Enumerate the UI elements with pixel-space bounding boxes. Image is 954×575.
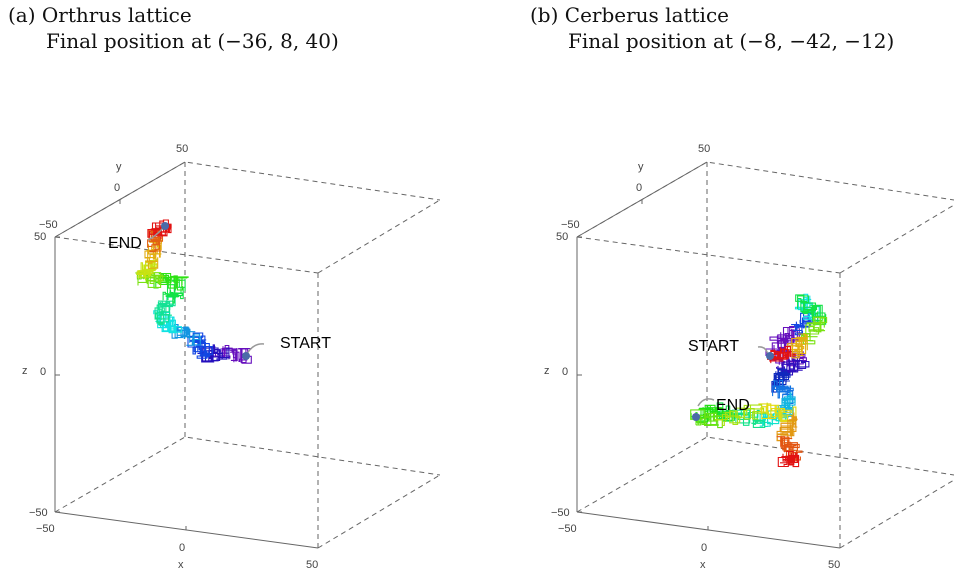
walk-segment [728,409,766,428]
y-tick-top: 50 [176,143,188,155]
x-axis-label: x [700,559,706,571]
caption-a-title: (a) Orthrus lattice [8,3,192,27]
box-edge-front-top [54,236,319,274]
axis-labels: y z x [544,161,706,571]
plot-cerberus-lattice: 50 0 −50 50 0 −50 −50 0 50 y z x END STA… [544,143,954,571]
walk-segment [795,294,827,326]
x-tick-left: −50 [36,523,55,535]
walk-segment [766,346,796,364]
walk-segment [153,310,182,334]
walk-segment [786,333,808,359]
y-axis-line [54,161,186,238]
y-axis-line [576,161,708,238]
x-tick-mid: 0 [179,542,185,554]
x-axis-label: x [178,559,184,571]
x-tick-left: −50 [558,523,577,535]
box-edge-back-bottom [54,436,440,513]
walk-segment [772,379,794,404]
walk-segment [690,409,729,429]
walk-segment [714,402,768,427]
y-tick-top: 50 [698,143,710,155]
box-edge-front-top [576,236,841,274]
walk-segment [162,279,186,304]
z-tick-top: 50 [556,231,568,243]
box-edge-back-top [576,161,954,238]
start-point-marker [242,352,250,360]
z-tick-bot: −50 [551,507,570,519]
start-label: START [280,335,331,352]
caption-b-title: (b) Cerberus lattice [530,3,729,27]
walk-segment [777,450,800,468]
end-point-marker [161,222,169,230]
x-tick-right: 50 [306,559,318,571]
plot-orthrus-lattice: 50 0 −50 50 0 −50 −50 0 50 y z x END STA… [22,143,440,571]
bounding-box [54,161,440,549]
caption-b: (b) Cerberus lattice Final position at (… [530,2,894,54]
random-walk-path [135,219,252,364]
walk-segment [153,272,189,291]
y-tick-mid: 0 [636,182,642,194]
end-leader-line [697,398,715,407]
box-edge-back-top [54,161,440,238]
box-edge-top-right [317,199,440,274]
start-point-marker [766,352,774,360]
tick-labels: 50 0 −50 50 0 −50 −50 0 50 [551,143,840,571]
walk-segment [776,412,798,445]
z-tick-mid: 0 [40,366,46,378]
end-label: END [108,235,142,252]
start-label: START [688,338,739,355]
z-axis-label: z [544,365,550,377]
bounding-box [576,161,954,549]
x-tick-mid: 0 [701,542,707,554]
walk-segment [777,392,796,419]
walk-segment [214,344,252,364]
caption-a: (a) Orthrus lattice Final position at (−… [8,2,339,54]
walk-segment [776,357,810,378]
box-edge-top-right [839,204,954,274]
y-tick-mid: 0 [114,182,120,194]
z-tick-top: 50 [34,231,46,243]
y-tick-low: −50 [561,219,580,231]
y-axis-label: y [116,161,122,173]
walk-segment [171,324,201,346]
end-point-marker [692,413,700,421]
z-tick-bot: −50 [29,507,48,519]
z-axis-label: z [22,365,28,377]
z-tick-mid: 0 [562,366,568,378]
caption-b-final-position: Final position at (−8, −42, −12) [568,29,895,53]
random-walk-path [690,293,828,468]
caption-a-final-position: Final position at (−36, 8, 40) [46,29,339,53]
box-edge-back-bottom [576,436,954,513]
walk-segment [136,258,158,281]
y-axis-label: y [638,161,644,173]
walk-segment [154,296,176,326]
box-edge-bottom-right [839,479,954,549]
y-tick-low: −50 [39,219,58,231]
axis-ticks [576,162,841,548]
walk-segment [147,219,172,240]
axis-labels: y z x [22,161,184,571]
end-leader-line [147,227,164,241]
end-label: END [716,397,750,414]
tick-labels: 50 0 −50 50 0 −50 −50 0 50 [29,143,318,571]
x-tick-right: 50 [828,559,840,571]
box-edge-bottom-right [317,474,440,549]
axis-ticks [54,162,319,548]
